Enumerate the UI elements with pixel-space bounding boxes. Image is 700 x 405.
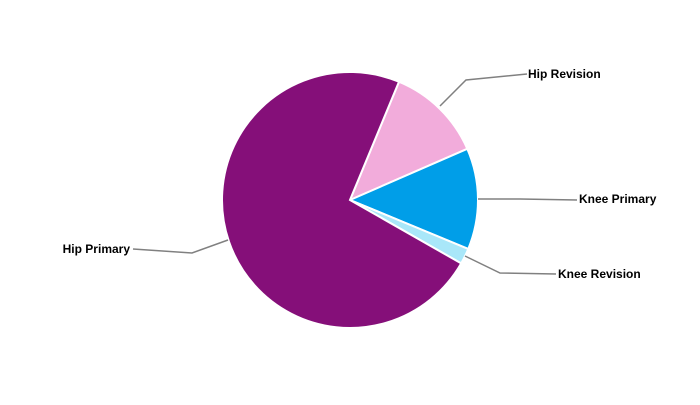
slice-knee-primary: [347, 147, 479, 251]
label-hip-primary: Hip Primary: [63, 242, 131, 256]
leader-line-knee-primary: [478, 198, 578, 201]
label-hip-revision: Hip Revision: [528, 67, 601, 81]
slice-hip-revision: [348, 80, 469, 202]
leader-line-hip-primary: [132, 239, 229, 254]
label-knee-revision: Knee Revision: [558, 267, 641, 281]
leader-line-hip-revision: [439, 73, 528, 107]
leader-line-knee-revision: [464, 255, 557, 275]
label-knee-primary: Knee Primary: [579, 192, 657, 206]
slice-hip-primary: [221, 71, 463, 329]
